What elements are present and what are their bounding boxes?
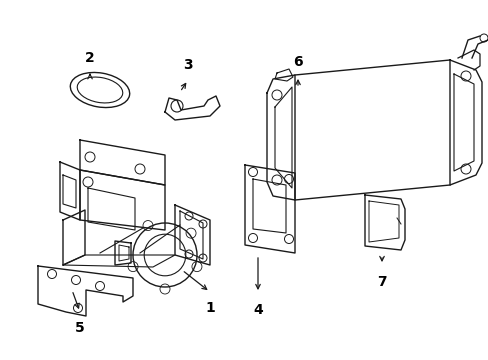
- Text: 1: 1: [204, 301, 214, 315]
- Text: 4: 4: [253, 303, 263, 317]
- Text: 2: 2: [85, 51, 95, 65]
- Text: 6: 6: [293, 55, 302, 69]
- Text: 7: 7: [376, 275, 386, 289]
- Text: 3: 3: [183, 58, 192, 72]
- Text: 5: 5: [75, 321, 85, 335]
